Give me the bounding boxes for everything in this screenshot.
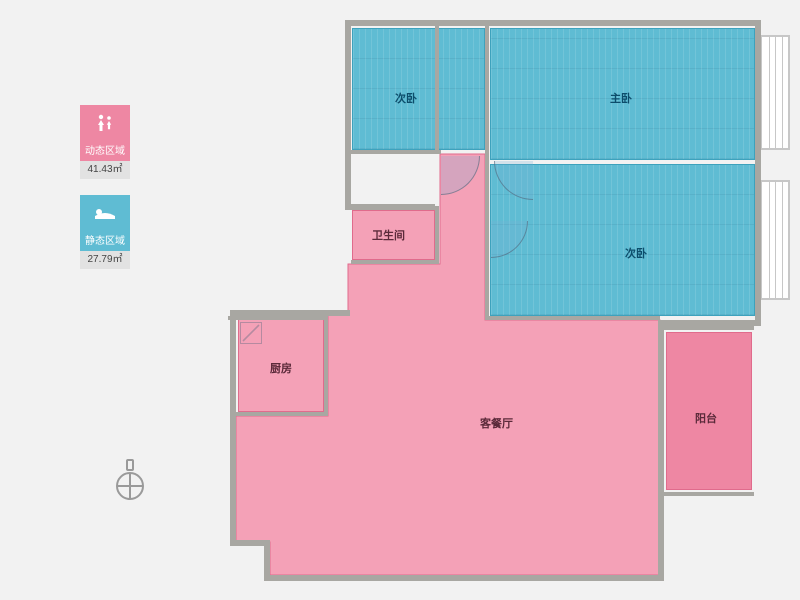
people-icon — [93, 112, 117, 136]
wall-segment — [664, 492, 754, 496]
label-bathroom: 卫生间 — [372, 227, 405, 243]
wall-segment — [351, 150, 441, 154]
label-secondary-bedroom-1: 次卧 — [395, 90, 417, 106]
wall-segment — [236, 412, 328, 416]
legend-dynamic-value: 41.43㎡ — [80, 161, 130, 179]
label-master-bedroom: 主卧 — [610, 90, 632, 106]
room-living — [230, 20, 800, 590]
wall-segment — [658, 320, 664, 580]
legend-dynamic-icon — [80, 105, 130, 143]
wall-segment — [664, 326, 754, 330]
legend-dynamic-label: 动态区域 — [80, 143, 130, 161]
wall-segment — [755, 20, 761, 320]
wall-segment — [264, 540, 270, 580]
kitchen-drain-icon — [240, 322, 262, 344]
wall-segment — [351, 260, 439, 264]
wall-segment — [324, 316, 328, 416]
legend-static-icon — [80, 195, 130, 233]
compass-icon — [110, 456, 150, 509]
legend-dynamic: 动态区域 41.43㎡ — [80, 105, 130, 179]
label-balcony: 阳台 — [695, 410, 717, 426]
wall-segment — [230, 310, 236, 545]
label-secondary-bedroom-2: 次卧 — [625, 245, 647, 261]
wall-segment — [485, 160, 489, 320]
wall-segment — [345, 20, 351, 210]
wall-segment — [435, 26, 439, 154]
wall-segment — [264, 575, 664, 581]
legend-static-label: 静态区域 — [80, 233, 130, 251]
floor-plan: 次卧 主卧 次卧 卫生间 厨房 客餐厅 阳台 — [230, 20, 800, 590]
wall-segment — [435, 206, 439, 264]
wall-segment — [345, 20, 760, 26]
legend-static: 静态区域 27.79㎡ — [80, 195, 130, 269]
sleep-icon — [92, 204, 118, 224]
wall-segment — [351, 206, 439, 210]
label-kitchen: 厨房 — [270, 360, 292, 376]
wall-segment — [228, 316, 328, 320]
wall-segment — [485, 316, 660, 320]
label-living: 客餐厅 — [480, 415, 513, 431]
legend-static-value: 27.79㎡ — [80, 251, 130, 269]
wall-segment — [485, 26, 489, 160]
